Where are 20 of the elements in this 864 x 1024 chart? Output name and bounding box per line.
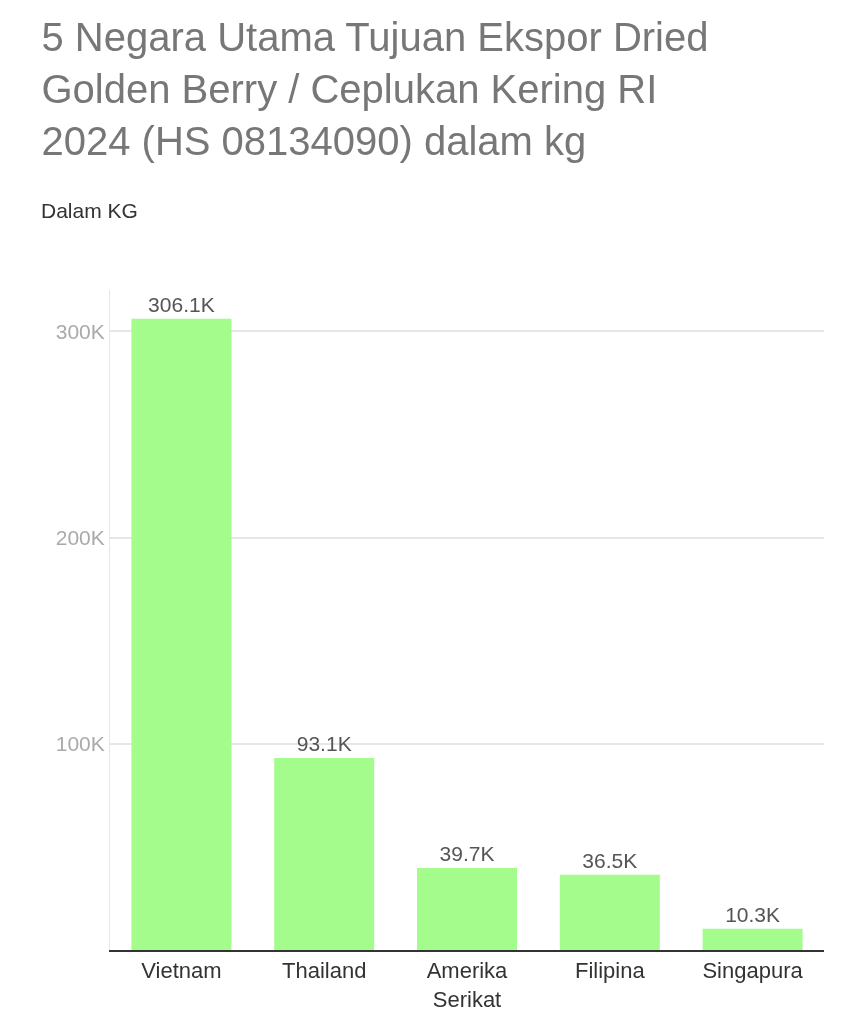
data-label: 10.3K bbox=[725, 902, 781, 926]
data-label: 39.7K bbox=[439, 842, 495, 866]
x-tick-label: Vietnam bbox=[141, 958, 222, 984]
bar bbox=[417, 868, 517, 950]
y-tick-label: 100K bbox=[55, 732, 105, 756]
y-tick-label: 300K bbox=[55, 319, 105, 343]
x-tick-label: Thailand bbox=[282, 958, 367, 984]
bar bbox=[702, 928, 803, 950]
data-label: 36.5K bbox=[582, 848, 638, 872]
x-tick-label: Singapura bbox=[702, 958, 804, 984]
bar bbox=[131, 318, 232, 950]
chart-title: 5 Negara Utama Tujuan Ekspor Dried Golden Berry / Ceplukan Kering RI 2024 (HS 08134090) dalam kg bbox=[41, 15, 709, 164]
data-label: 306.1K bbox=[148, 292, 215, 316]
y-tick-label: 200K bbox=[55, 525, 105, 549]
y-axis-title: Dalam KG bbox=[41, 199, 138, 222]
x-tick-label: Filipina bbox=[574, 958, 646, 984]
bar bbox=[559, 874, 660, 950]
x-tick-label: Amerika Serikat bbox=[426, 958, 509, 1012]
bar bbox=[274, 757, 375, 950]
data-label: 93.1K bbox=[296, 731, 352, 755]
